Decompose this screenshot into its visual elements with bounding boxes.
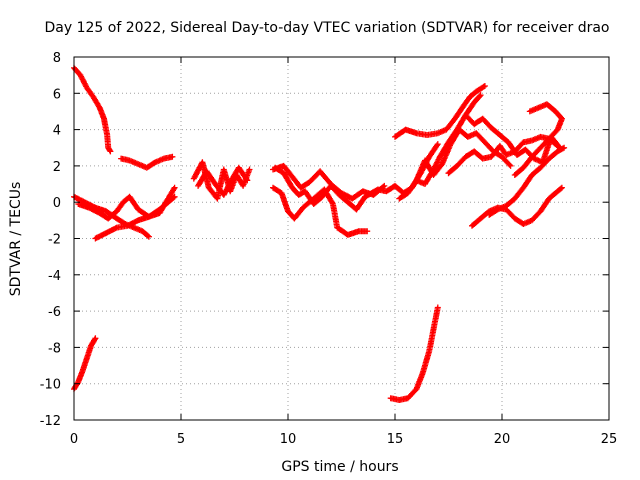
chart-title: Day 125 of 2022, Sidereal Day-to-day VTE… <box>44 20 609 36</box>
data-series-track-12 <box>396 92 484 202</box>
data-series-track-13 <box>413 126 514 184</box>
y-tick-label: 2 <box>53 160 61 175</box>
data-series-track-2 <box>118 153 176 171</box>
x-tick-label: 10 <box>280 432 297 447</box>
x-tick-label: 25 <box>601 432 618 447</box>
data-series-track-5 <box>75 184 178 222</box>
y-tick-label: -2 <box>48 233 61 248</box>
data-marks <box>71 64 568 403</box>
y-tick-label: -4 <box>48 269 61 284</box>
x-tick-label: 20 <box>494 432 511 447</box>
grid <box>74 57 609 420</box>
x-tick-labels: 0 5 10 15 20 25 <box>70 432 617 447</box>
y-tick-labels: -12 -10 -8 -6 -4 -2 0 2 4 6 8 <box>40 51 61 429</box>
data-series-track-16 <box>511 101 565 178</box>
data-series-track-17 <box>469 184 565 229</box>
y-tick-label: 8 <box>53 51 61 66</box>
axis-ticks <box>73 56 610 421</box>
series-markers <box>413 126 514 184</box>
y-tick-label: 4 <box>53 124 61 139</box>
x-axis-label: GPS time / hours <box>281 459 398 475</box>
data-series-track-7 <box>195 164 251 198</box>
series-markers <box>511 101 565 178</box>
series-markers <box>272 141 441 213</box>
data-series-track-11 <box>392 83 488 140</box>
series-markers <box>392 83 488 140</box>
series-markers <box>71 64 114 155</box>
y-tick-label: -10 <box>40 378 61 393</box>
y-axis-label: SDTVAR / TECUs <box>8 182 24 297</box>
series-markers <box>75 184 178 222</box>
x-tick-label: 15 <box>387 432 404 447</box>
series-markers <box>195 164 251 198</box>
series-markers <box>387 304 441 403</box>
y-tick-label: 0 <box>53 196 61 211</box>
series-markers <box>118 153 176 171</box>
y-tick-label: 6 <box>53 87 61 102</box>
x-tick-label: 5 <box>177 432 185 447</box>
data-series-track-1 <box>71 64 114 155</box>
y-tick-label: -12 <box>40 414 61 429</box>
data-series-track-10 <box>272 141 441 213</box>
y-tick-label: -8 <box>48 341 61 356</box>
data-series-track-18 <box>486 144 568 218</box>
series-markers <box>486 144 568 218</box>
series-markers <box>469 184 565 229</box>
series-markers <box>396 92 484 202</box>
y-tick-label: -6 <box>48 305 61 320</box>
data-series-track-20 <box>387 304 441 403</box>
x-tick-label: 0 <box>70 432 78 447</box>
